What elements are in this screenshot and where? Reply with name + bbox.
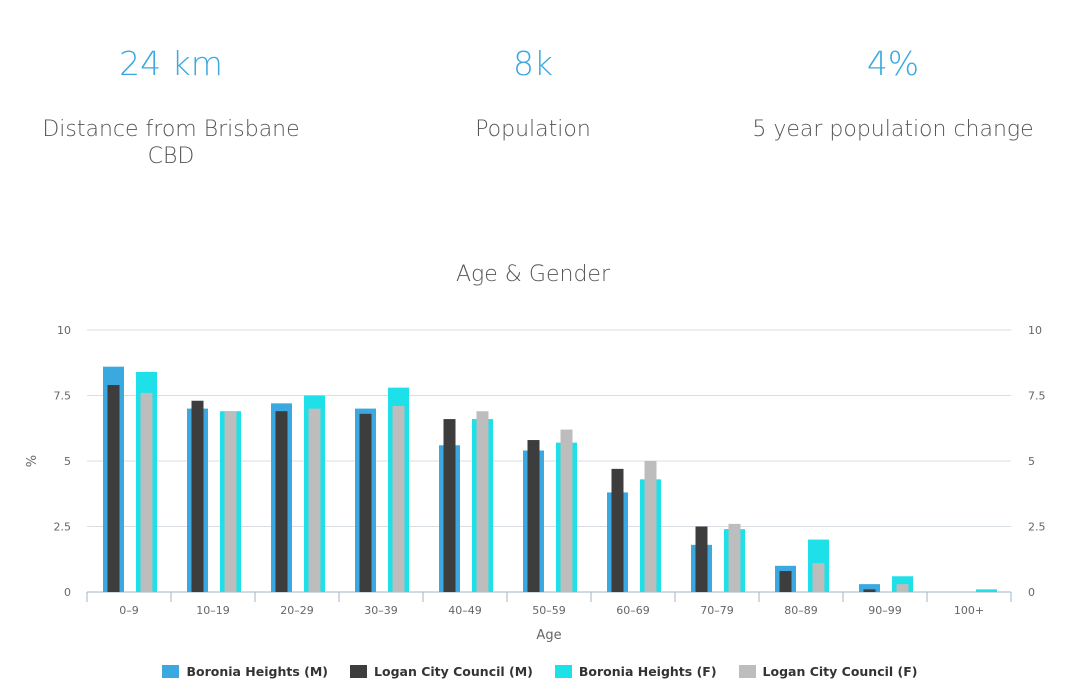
legend-item[interactable]: Logan City Council (F) <box>738 664 918 679</box>
x-tick-label: 30–39 <box>364 604 398 617</box>
y-tick-label-right: 10 <box>1028 324 1042 337</box>
y-axis-title: % <box>25 455 40 467</box>
stat-label: Population <box>475 117 591 142</box>
y-tick-label-left: 5 <box>64 455 71 468</box>
stat-value: 24 km <box>119 44 223 83</box>
bar[interactable] <box>976 589 997 592</box>
y-tick-label-right: 2.5 <box>1028 521 1046 534</box>
bar[interactable] <box>224 411 237 592</box>
legend-swatch <box>738 665 756 678</box>
legend-label: Boronia Heights (F) <box>578 664 717 679</box>
y-tick-label-left: 10 <box>57 324 71 337</box>
x-tick-label: 100+ <box>954 604 984 617</box>
bar[interactable] <box>611 468 624 592</box>
legend-label: Logan City Council (M) <box>374 664 533 679</box>
bar[interactable] <box>392 405 405 592</box>
x-tick-label: 90–99 <box>868 604 902 617</box>
bar[interactable] <box>191 400 204 592</box>
bar[interactable] <box>779 571 792 592</box>
x-tick-label: 70–79 <box>700 604 734 617</box>
stat-label: 5 year population change <box>752 117 1034 142</box>
bar[interactable] <box>476 411 489 592</box>
bar[interactable] <box>812 563 825 592</box>
age-gender-chart: Age & Gender 0 0 2.5 2.5 5 5 7.5 7.5 10 10 0–9 10–1… <box>25 262 1046 643</box>
bar[interactable] <box>728 523 741 592</box>
x-tick-label: 20–29 <box>280 604 314 617</box>
chart-bars <box>103 366 997 593</box>
stat-distance: 24 km Distance from Brisbane CBD <box>6 38 336 170</box>
legend-item[interactable]: Boronia Heights (M) <box>162 664 328 679</box>
stat-population-change: 4% 5 year population change <box>728 38 1058 143</box>
stat-label: Distance from Brisbane CBD <box>42 117 300 169</box>
bar[interactable] <box>863 589 876 592</box>
y-tick-label-left: 7.5 <box>54 390 72 403</box>
y-tick-label-right: 7.5 <box>1028 390 1046 403</box>
bar[interactable] <box>308 408 321 592</box>
y-tick-label-left: 2.5 <box>54 521 72 534</box>
y-tick-label-right: 5 <box>1028 455 1035 468</box>
x-tick-label: 10–19 <box>196 604 230 617</box>
bar[interactable] <box>140 392 153 592</box>
chart-legend: Boronia Heights (M) Logan City Council (M… <box>0 664 1080 679</box>
bar[interactable] <box>644 461 657 592</box>
x-tick-label: 40–49 <box>448 604 482 617</box>
x-tick-label: 60–69 <box>616 604 650 617</box>
chart-title: Age & Gender <box>456 262 611 287</box>
bar[interactable] <box>359 413 372 592</box>
stat-population: 8k Population <box>368 38 698 143</box>
legend-item[interactable]: Logan City Council (M) <box>350 664 533 679</box>
bar[interactable] <box>107 385 120 592</box>
x-tick-label: 50–59 <box>532 604 566 617</box>
legend-label: Boronia Heights (M) <box>186 664 329 679</box>
bar[interactable] <box>527 440 540 592</box>
bar[interactable] <box>443 419 456 592</box>
bar[interactable] <box>859 584 880 592</box>
y-tick-label-left: 0 <box>64 586 71 599</box>
legend-item[interactable]: Boronia Heights (F) <box>554 664 717 679</box>
x-tick-label: 0–9 <box>119 604 139 617</box>
bar[interactable] <box>275 411 288 592</box>
x-tick-label: 80–89 <box>784 604 818 617</box>
legend-swatch <box>350 665 368 678</box>
chart-ticks: 0 0 2.5 2.5 5 5 7.5 7.5 10 10 0–9 10–19 20–29 30–39 40… <box>54 324 1046 617</box>
stat-value: 8k <box>512 44 554 83</box>
bar[interactable] <box>896 584 909 592</box>
bar[interactable] <box>560 429 573 592</box>
legend-label: Logan City Council (F) <box>762 664 918 679</box>
x-axis-title: Age <box>536 628 561 643</box>
bar[interactable] <box>695 526 708 593</box>
stat-value: 4% <box>866 44 920 83</box>
legend-swatch <box>162 665 180 678</box>
y-tick-label-right: 0 <box>1028 586 1035 599</box>
legend-swatch <box>554 665 572 678</box>
